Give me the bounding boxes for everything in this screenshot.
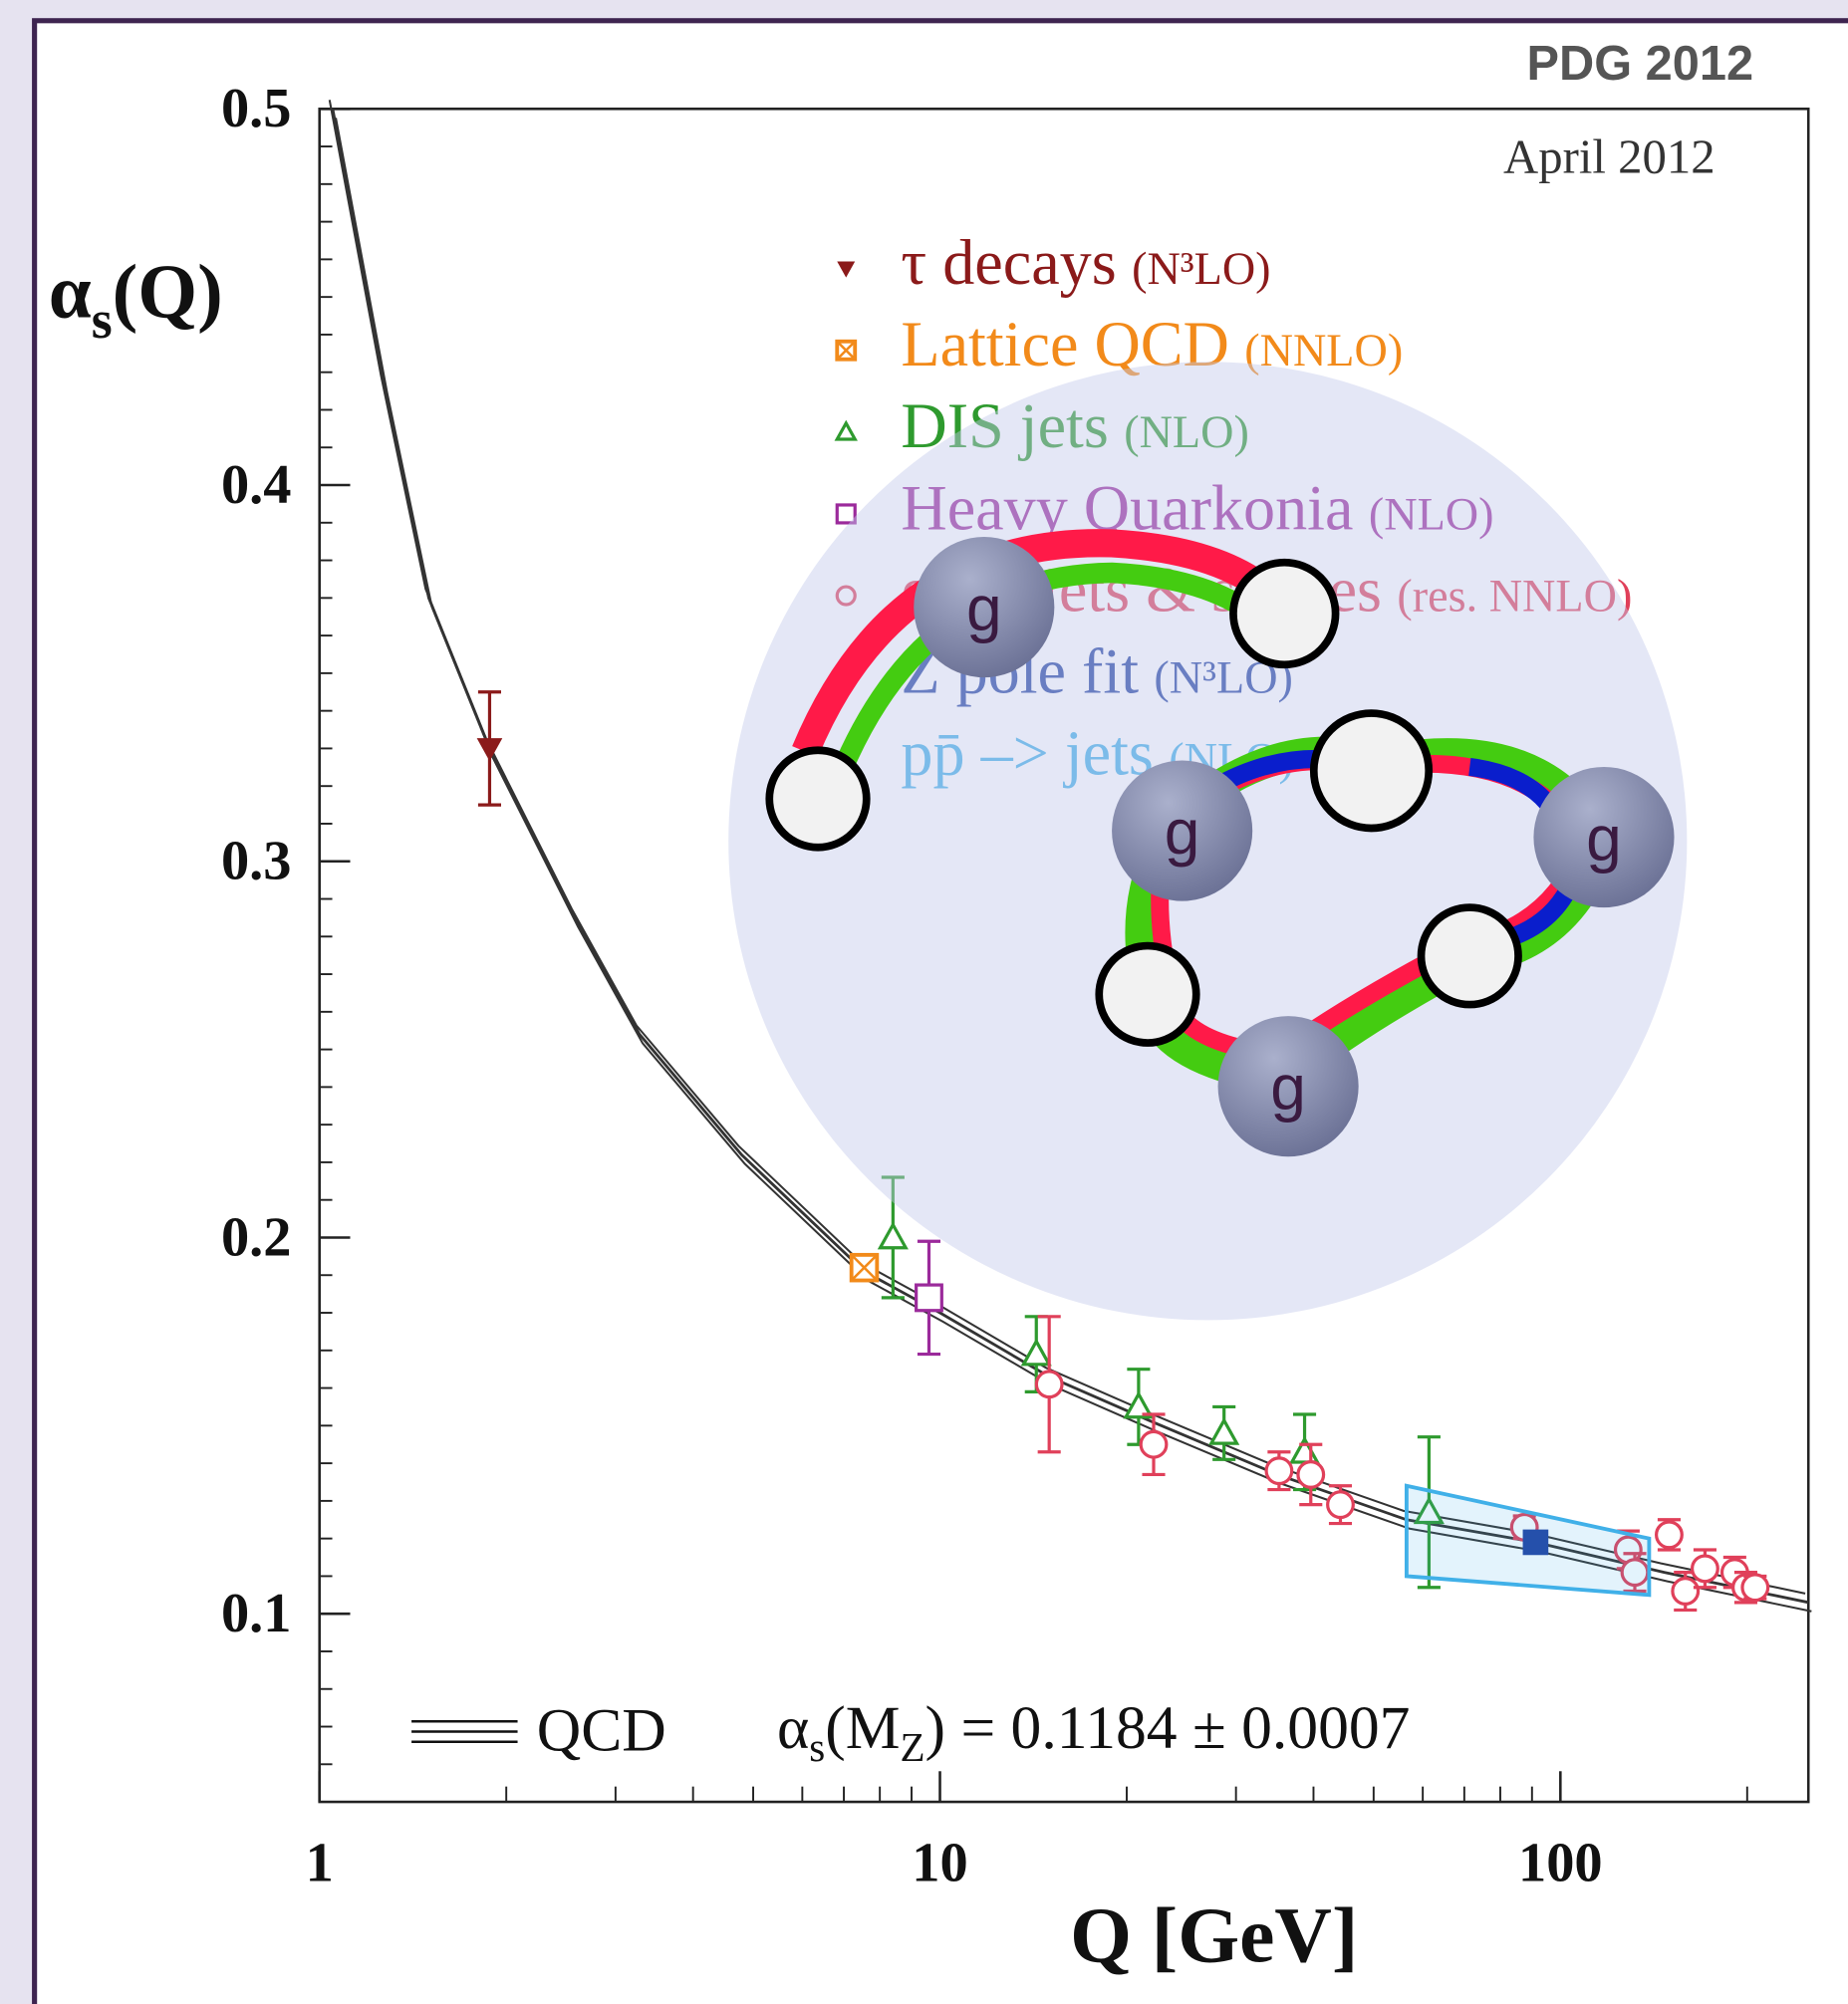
gluon-label: g bbox=[1165, 796, 1200, 868]
legend-detail: (N³LO) bbox=[1132, 243, 1270, 294]
quark-blob bbox=[1233, 563, 1336, 665]
data-point bbox=[1657, 1522, 1683, 1548]
quark-blob bbox=[1099, 946, 1195, 1043]
annotation-rest: ) = 0.1184 ± 0.0007 bbox=[925, 1694, 1411, 1762]
x-tick-label: 100 bbox=[1518, 1833, 1603, 1894]
y-tick-label: 0.2 bbox=[221, 1206, 292, 1268]
x-tick-label: 1 bbox=[306, 1833, 334, 1894]
gluon-label: g bbox=[1270, 1052, 1306, 1124]
qcd-legend-label: QCD bbox=[537, 1697, 666, 1765]
data-point bbox=[1141, 1431, 1167, 1457]
y-tick-label: 0.4 bbox=[221, 454, 292, 516]
fit-annotation: αs(MZ) = 0.1184 ± 0.0007 bbox=[777, 1694, 1410, 1770]
data-point bbox=[1036, 1372, 1062, 1397]
y-tick-label: 0.5 bbox=[221, 78, 292, 139]
gluon-label: g bbox=[1586, 803, 1622, 875]
y-tick-label: 0.3 bbox=[221, 831, 292, 892]
quark-blob bbox=[769, 750, 866, 847]
y-axis-symbol: α bbox=[49, 248, 92, 334]
data-point bbox=[852, 1255, 878, 1281]
x-tick-label: 10 bbox=[912, 1833, 967, 1894]
date-label: April 2012 bbox=[1503, 129, 1716, 183]
data-point bbox=[837, 342, 855, 360]
badge: PDG 2012 bbox=[1527, 37, 1754, 91]
data-point bbox=[1298, 1462, 1324, 1488]
x-axis-title: Q [GeV] bbox=[1070, 1891, 1358, 1979]
page: PDG 2012 April 2012 αs(Q) Q [GeV] 0.10.2… bbox=[0, 0, 1848, 2004]
data-point bbox=[917, 1285, 942, 1311]
data-point bbox=[1673, 1579, 1699, 1605]
data-point bbox=[1742, 1575, 1768, 1601]
data-point bbox=[1693, 1556, 1718, 1582]
quark-blob bbox=[1422, 907, 1518, 1004]
annotation-symbol: α bbox=[777, 1694, 809, 1762]
gluon-overlay: g g g g bbox=[728, 362, 1687, 1320]
y-tick-label: 0.1 bbox=[221, 1583, 292, 1644]
legend-name: τ decays bbox=[901, 227, 1116, 298]
chart: PDG 2012 April 2012 αs(Q) Q [GeV] 0.10.2… bbox=[0, 0, 1848, 2004]
y-axis-argument: (Q) bbox=[113, 248, 223, 334]
annotation-sub-z: Z bbox=[900, 1724, 924, 1770]
annotation-open: (M bbox=[825, 1694, 900, 1762]
gluon-label: g bbox=[966, 573, 1002, 644]
data-point bbox=[1328, 1492, 1354, 1518]
data-point bbox=[1266, 1458, 1292, 1484]
y-axis-subscript: s bbox=[92, 290, 113, 350]
quark-blob bbox=[1314, 713, 1429, 828]
annotation-subscript: s bbox=[809, 1724, 825, 1770]
